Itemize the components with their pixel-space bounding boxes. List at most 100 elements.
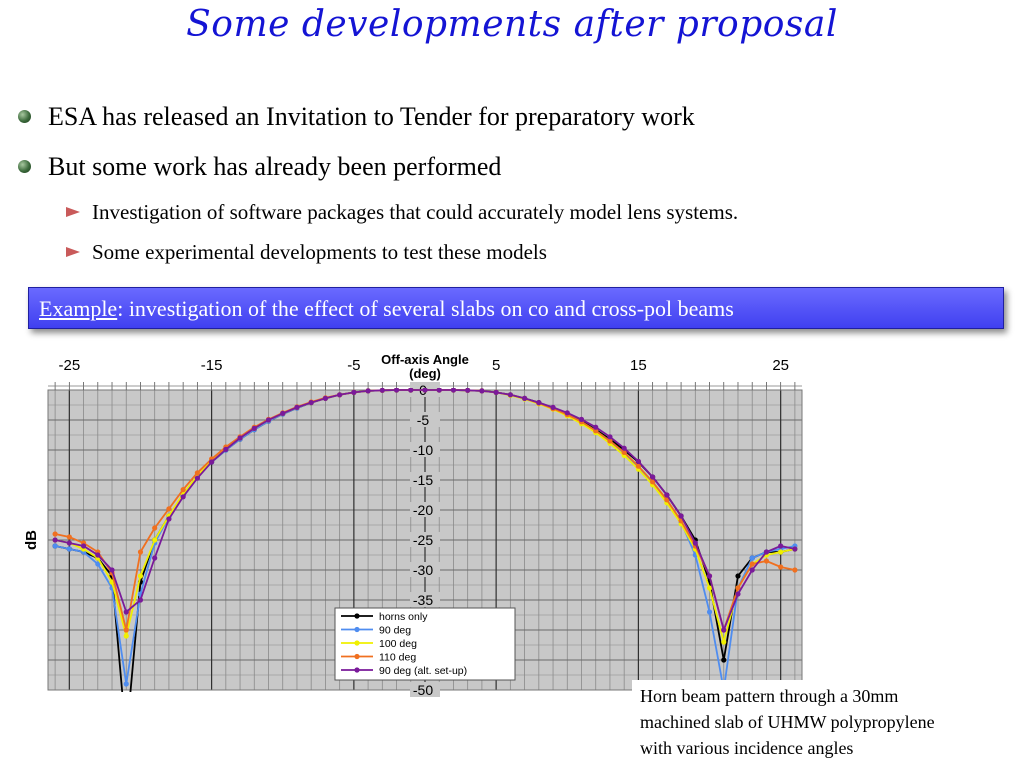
data-point [749, 567, 755, 573]
data-point [721, 657, 727, 663]
y-tick-label: -35 [413, 592, 433, 608]
y-tick-label: -15 [413, 472, 433, 488]
x-axis-title: Off-axis Angle [381, 352, 469, 367]
data-point [223, 446, 229, 452]
data-point [664, 492, 670, 498]
data-point [507, 392, 513, 398]
data-point [209, 459, 215, 465]
data-point [52, 531, 58, 537]
data-point [95, 561, 101, 567]
data-point [650, 474, 656, 480]
data-point [621, 445, 627, 451]
caption-line-3: with various incidence angles [640, 738, 854, 758]
data-point [621, 449, 627, 455]
y-tick-label-bg [410, 472, 440, 487]
caption-line-2: machined slab of UHMW polypropylene [640, 712, 935, 732]
data-point [322, 395, 329, 401]
data-point [166, 516, 172, 522]
data-point [607, 438, 613, 444]
legend-label: horns only [379, 611, 428, 623]
data-point [294, 404, 300, 410]
bullet-icon [18, 109, 31, 123]
data-point [123, 609, 129, 615]
data-point [479, 388, 485, 394]
data-point [194, 475, 200, 481]
y-tick-label-bg [410, 502, 440, 517]
data-point [735, 585, 741, 591]
example-text: : investigation of the effect of several… [117, 296, 734, 321]
series-4 [52, 388, 798, 633]
caption-line-1: Horn beam pattern through a 30mm [640, 686, 899, 706]
data-point [721, 627, 727, 633]
legend-label: 90 deg (alt. set-up) [379, 665, 467, 677]
legend-label: 110 deg [379, 652, 416, 664]
data-point [379, 388, 385, 393]
data-point [635, 458, 641, 464]
data-point [123, 633, 129, 639]
y-tick-label-bg [410, 532, 440, 547]
data-point [706, 609, 713, 615]
data-point [52, 543, 58, 549]
data-point [749, 561, 755, 567]
y-tick-label-bg [410, 592, 440, 607]
data-point [265, 417, 272, 423]
data-point [308, 400, 314, 406]
data-point [152, 555, 158, 561]
data-point [778, 549, 784, 555]
legend-marker [354, 653, 360, 660]
sub-bullet-text: Investigation of software packages that … [92, 200, 739, 224]
data-point [635, 463, 641, 469]
data-point [123, 627, 129, 633]
legend-label: 90 deg [379, 625, 411, 637]
data-point [66, 540, 72, 546]
bullet-text: But some work has already been performed [48, 152, 502, 181]
data-point [607, 434, 613, 440]
data-point [393, 388, 400, 393]
sub-bullet-icon [66, 247, 80, 258]
data-point [66, 534, 72, 540]
data-point [493, 389, 499, 395]
data-point [778, 564, 784, 570]
legend-marker [354, 640, 360, 646]
data-point [450, 388, 457, 393]
y-tick-label: -5 [417, 412, 430, 428]
data-point [422, 388, 428, 393]
bullet-text: ESA has released an Invitation to Tender… [48, 102, 695, 131]
data-point [578, 416, 585, 422]
y-tick-label: -10 [413, 442, 433, 458]
sub-bullet-text: Some experimental developments to test t… [92, 240, 547, 264]
data-point [465, 388, 471, 393]
data-point [180, 494, 186, 500]
legend-marker [354, 667, 360, 673]
bullet-item-2: But some work has already been performed [18, 152, 501, 182]
data-point [52, 537, 58, 543]
example-label: Example [39, 296, 118, 321]
data-point [351, 389, 357, 395]
data-point [123, 681, 129, 687]
example-banner: Example: investigation of the effect of … [28, 287, 1004, 329]
y-tick-label: -30 [413, 562, 433, 578]
data-point [152, 537, 158, 543]
data-point [778, 543, 784, 549]
data-point [749, 555, 755, 561]
legend-box [334, 607, 516, 681]
data-point [536, 400, 542, 406]
y-tick-label-bg [410, 682, 440, 697]
data-point [735, 573, 741, 579]
data-point [180, 487, 186, 493]
y-tick-label: -50 [413, 682, 433, 698]
data-point [678, 513, 684, 519]
data-point [564, 410, 570, 416]
legend-label: 100 deg [379, 638, 417, 650]
data-point [137, 549, 144, 555]
data-point [66, 546, 72, 552]
sub-bullet-item-2: Some experimental developments to test t… [66, 239, 547, 265]
data-point [365, 388, 371, 394]
data-point [721, 639, 727, 645]
data-point [280, 410, 286, 416]
data-point [109, 567, 115, 573]
data-point [237, 435, 243, 441]
y-tick-label-bg [410, 442, 440, 457]
x-tick-label: 25 [772, 357, 789, 374]
